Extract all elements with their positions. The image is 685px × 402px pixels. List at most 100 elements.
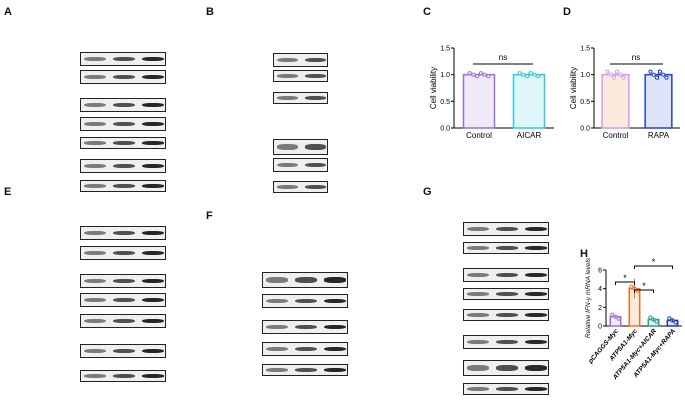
significance-bracket <box>634 289 654 293</box>
blot-band <box>141 348 164 354</box>
blot-0 <box>80 52 166 66</box>
blot-band <box>467 272 490 278</box>
panel-letter-g: G <box>423 186 432 198</box>
x-tick-label: Control <box>466 131 492 140</box>
blot-band <box>304 185 326 189</box>
blot-band <box>113 74 135 80</box>
y-tick-label: 1.5 <box>440 46 450 53</box>
blot-band <box>524 339 547 345</box>
blot-band <box>277 144 299 150</box>
blot-b2-1 <box>273 158 328 172</box>
blot-e-6 <box>80 370 166 382</box>
blot-band <box>467 365 490 371</box>
data-point <box>673 320 678 325</box>
blot-f-4 <box>262 364 348 376</box>
data-point <box>654 319 659 324</box>
data-point <box>621 75 626 80</box>
blot-band <box>266 298 289 304</box>
blot-band <box>496 292 518 296</box>
blot-band <box>84 74 107 80</box>
bar <box>512 73 546 129</box>
data-point <box>608 72 613 77</box>
panel-letter-e: E <box>4 186 12 198</box>
blot-band <box>113 230 135 236</box>
y-tick-label: 0 <box>598 324 602 331</box>
blot-band <box>524 313 547 317</box>
blot-band <box>304 162 326 168</box>
blot-band <box>113 374 135 378</box>
data-point <box>610 312 615 317</box>
y-axis-label: Cell viability <box>569 67 578 109</box>
blot-e-1 <box>80 246 166 260</box>
blot-2 <box>80 98 166 112</box>
x-tick-label: AICAR <box>517 131 542 140</box>
blot-band <box>524 226 547 232</box>
blot-band <box>266 346 289 352</box>
ns-label: ns <box>499 53 507 62</box>
y-axis-label: Cell viability <box>429 67 438 109</box>
blot-band <box>141 163 164 169</box>
data-point <box>482 72 487 77</box>
data-point <box>651 72 656 77</box>
blot-e-3 <box>80 293 166 307</box>
panel-letter-b: B <box>206 6 214 18</box>
blot-band <box>84 250 107 256</box>
data-point <box>475 74 480 79</box>
blot-band <box>323 298 346 304</box>
blot-band <box>266 324 289 330</box>
blot-band <box>84 121 107 127</box>
blot-band <box>295 324 317 330</box>
blot-b1-0 <box>273 53 328 67</box>
blot-band <box>277 96 299 100</box>
panel-letter-a: A <box>4 6 12 18</box>
significance-star: * <box>642 281 646 291</box>
blot-band <box>113 297 135 303</box>
blot-band <box>277 185 299 189</box>
significance-bracket <box>634 265 673 269</box>
blot-g-4 <box>463 309 549 321</box>
blot-band <box>496 339 518 345</box>
blot-band <box>277 162 299 168</box>
data-point <box>605 69 610 74</box>
y-tick-label: 0.5 <box>440 99 450 106</box>
y-tick-label: 1.0 <box>580 72 590 79</box>
y-axis-label: Relative IFN-γ mRNA levels <box>585 258 592 338</box>
blot-band <box>113 163 135 169</box>
blot-6 <box>80 180 166 192</box>
blot-band <box>295 277 317 283</box>
blot-band <box>295 368 317 372</box>
blot-band <box>141 250 164 256</box>
blot-g-7 <box>463 383 549 395</box>
cell-viability-chart-aicar: 0.0 0.5 1.0 1.5 Cell viability Control AICAR ns <box>429 46 554 140</box>
blot-e-0 <box>80 226 166 240</box>
blot-3 <box>80 117 166 131</box>
data-point <box>616 316 621 321</box>
blot-1 <box>80 70 166 84</box>
blot-b1-1 <box>273 70 328 82</box>
data-point <box>611 75 617 80</box>
blot-band <box>496 226 518 232</box>
blot-band <box>467 292 490 296</box>
blot-band <box>524 365 547 371</box>
blot-band <box>113 250 135 256</box>
data-point <box>648 69 653 74</box>
blot-g-1 <box>463 242 549 254</box>
blot-band <box>84 230 107 236</box>
blot-band <box>141 230 164 236</box>
panel-letter-f: F <box>206 210 213 222</box>
significance-bracket <box>615 281 635 285</box>
data-point <box>521 72 526 77</box>
y-tick-label: 1.0 <box>440 72 450 79</box>
data-point <box>532 72 537 77</box>
bar <box>601 73 630 129</box>
blot-band <box>524 292 547 296</box>
significance-star: * <box>652 258 656 267</box>
blot-band <box>524 246 547 250</box>
data-point <box>478 71 483 76</box>
x-tick-label: Control <box>603 131 629 140</box>
blot-band <box>84 297 107 303</box>
blot-b1-2 <box>273 92 328 104</box>
y-tick-label: 4 <box>598 286 602 293</box>
blot-band <box>467 226 490 232</box>
blot-band <box>304 96 326 100</box>
